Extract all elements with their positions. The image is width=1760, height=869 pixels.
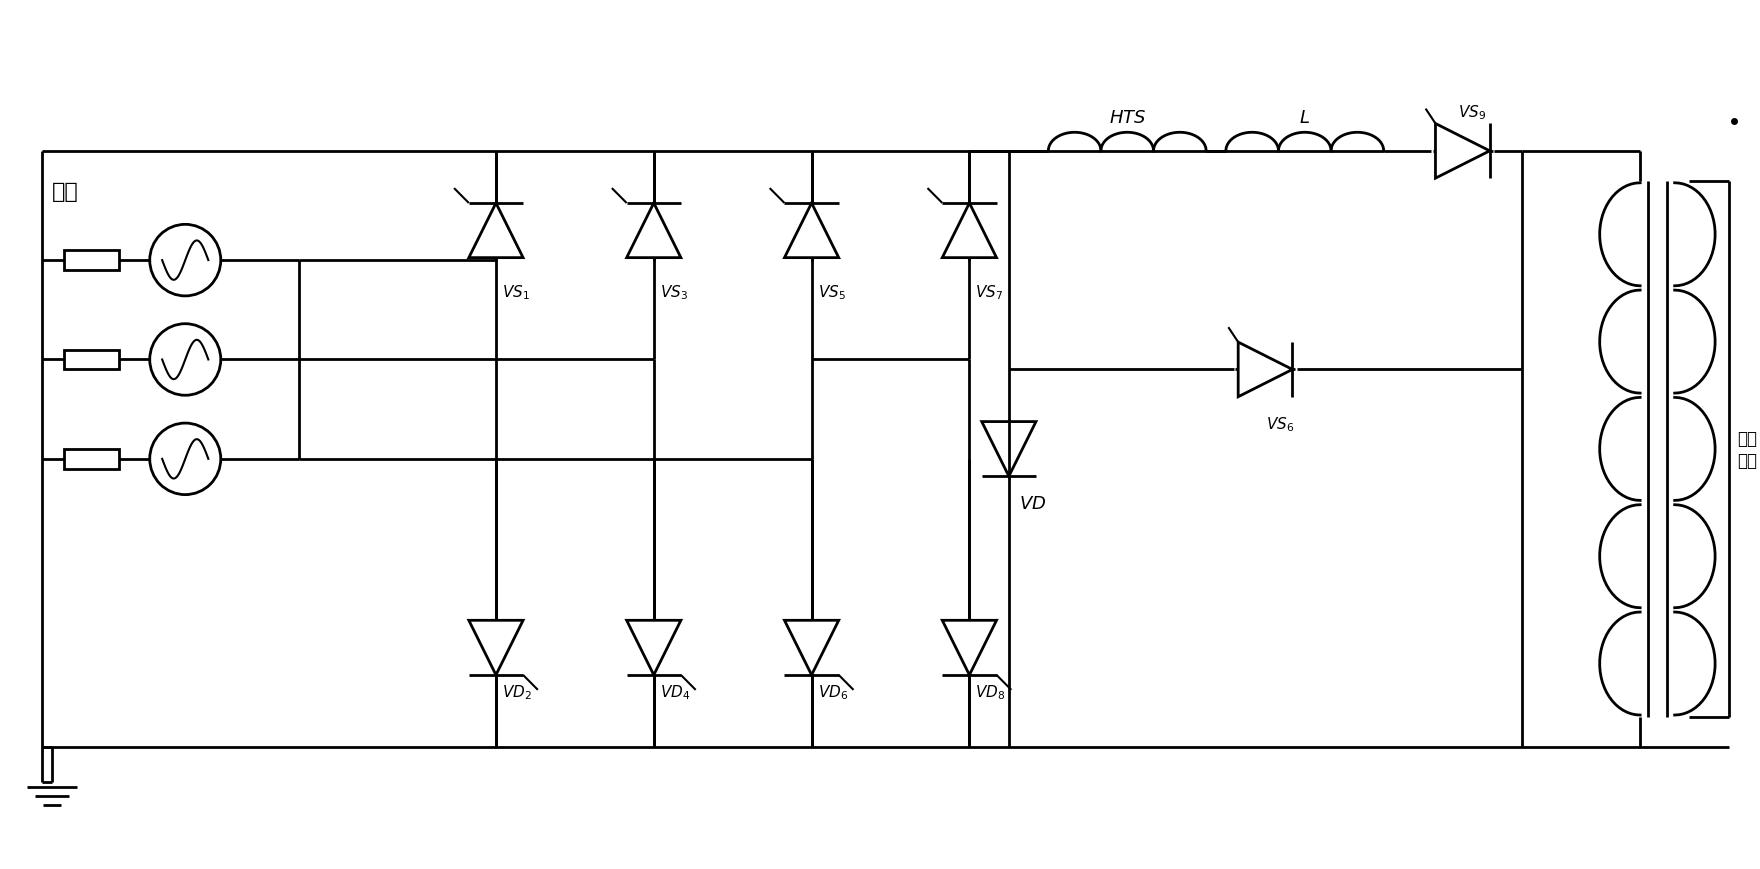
Text: $VD_4$: $VD_4$ bbox=[660, 683, 690, 701]
Text: $VS_5$: $VS_5$ bbox=[817, 282, 845, 302]
Text: $VD$: $VD$ bbox=[1019, 494, 1045, 512]
Text: $VD_2$: $VD_2$ bbox=[502, 683, 532, 701]
Text: $VS_7$: $VS_7$ bbox=[975, 282, 1003, 302]
Text: $VD_8$: $VD_8$ bbox=[975, 683, 1005, 701]
Text: $VS_1$: $VS_1$ bbox=[502, 282, 530, 302]
Text: $L$: $L$ bbox=[1299, 109, 1309, 127]
Text: $VS_6$: $VS_6$ bbox=[1265, 415, 1294, 434]
Text: $VS_3$: $VS_3$ bbox=[660, 282, 688, 302]
Text: 负载: 负载 bbox=[53, 182, 79, 202]
Text: $HTS$: $HTS$ bbox=[1109, 109, 1146, 127]
Text: $VD_6$: $VD_6$ bbox=[817, 683, 848, 701]
FancyBboxPatch shape bbox=[65, 251, 118, 271]
Text: $VS_9$: $VS_9$ bbox=[1459, 103, 1487, 122]
FancyBboxPatch shape bbox=[65, 449, 118, 469]
Text: 辅助
电源: 辅助 电源 bbox=[1737, 429, 1756, 469]
FancyBboxPatch shape bbox=[65, 350, 118, 370]
